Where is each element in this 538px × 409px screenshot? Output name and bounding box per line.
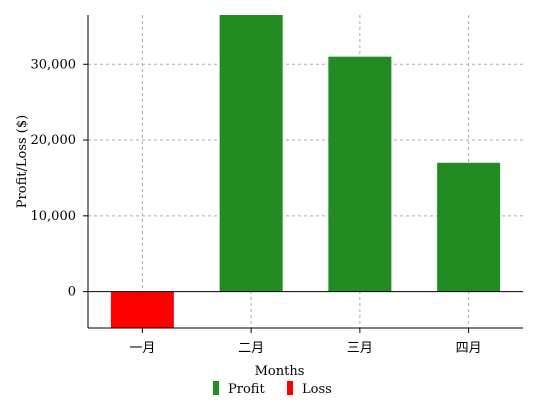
x-tick-label: 二月 xyxy=(238,341,264,356)
x-axis-title: Months xyxy=(255,364,305,379)
bar-profit xyxy=(437,162,501,292)
x-tick-label: 四月 xyxy=(456,341,482,356)
axes xyxy=(83,15,523,333)
legend-swatch-loss xyxy=(287,381,293,395)
y-tick-label: 30,000 xyxy=(31,57,77,72)
legend-label-profit: Profit xyxy=(228,382,265,397)
y-tick-label: 20,000 xyxy=(31,133,77,148)
tick-labels: 0 10,000 20,000 30,000 一月 二月 三月 四月 xyxy=(31,57,482,356)
bar-profit xyxy=(219,15,283,292)
x-tick-label: 三月 xyxy=(347,341,373,356)
y-tick-label: 10,000 xyxy=(31,209,77,224)
y-tick-label: 0 xyxy=(68,285,76,300)
y-axis-title: Profit/Loss ($) xyxy=(15,115,30,208)
x-tick-label: 一月 xyxy=(129,341,155,356)
legend-swatch-profit xyxy=(213,381,219,395)
bars xyxy=(110,15,501,328)
bar-profit xyxy=(328,56,392,292)
legend-label-loss: Loss xyxy=(302,382,332,397)
bar-loss xyxy=(110,291,174,328)
legend: Profit Loss xyxy=(213,381,332,397)
